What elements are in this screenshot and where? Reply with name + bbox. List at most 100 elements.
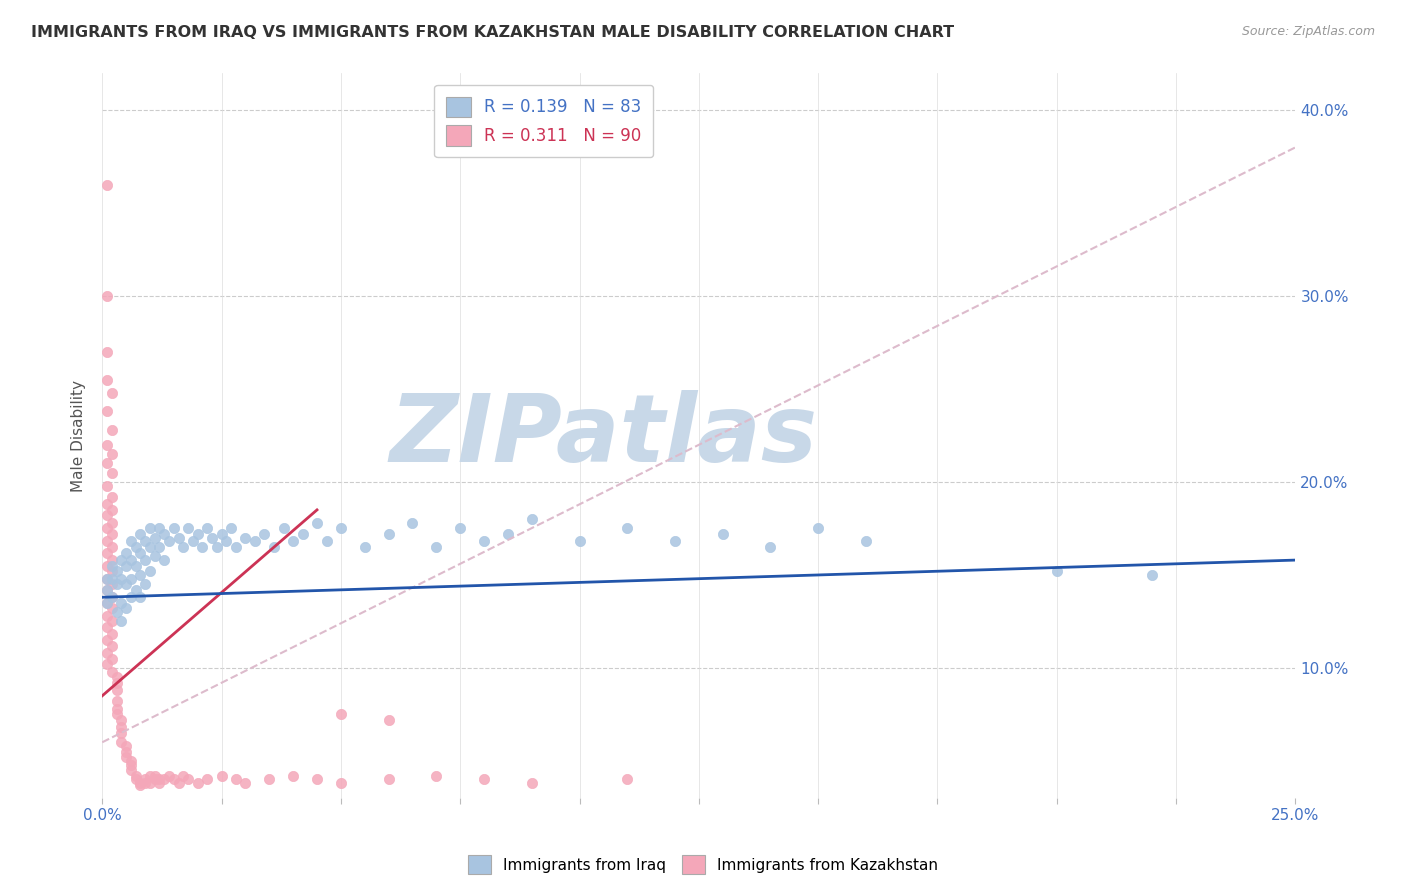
Point xyxy=(148,776,170,790)
Point xyxy=(105,702,128,716)
Point xyxy=(263,540,285,554)
Point xyxy=(235,531,257,545)
Point xyxy=(472,772,495,787)
Point xyxy=(315,534,337,549)
Point xyxy=(120,757,142,772)
Point xyxy=(329,521,352,535)
Point xyxy=(225,540,247,554)
Point xyxy=(96,404,118,418)
Point xyxy=(177,772,200,787)
Point xyxy=(377,527,399,541)
Point xyxy=(172,540,194,554)
Point xyxy=(120,534,142,549)
Point xyxy=(855,534,877,549)
Point xyxy=(96,572,118,586)
Point xyxy=(148,772,170,787)
Point xyxy=(139,564,162,578)
Point xyxy=(100,527,122,541)
Point xyxy=(96,646,118,660)
Point xyxy=(235,776,257,790)
Point xyxy=(281,534,304,549)
Point xyxy=(472,534,495,549)
Point xyxy=(243,534,266,549)
Point xyxy=(96,344,118,359)
Point xyxy=(96,608,118,623)
Point xyxy=(425,769,447,783)
Point xyxy=(664,534,686,549)
Point xyxy=(100,564,122,578)
Point xyxy=(195,521,218,535)
Point xyxy=(129,546,152,560)
Point xyxy=(110,572,132,586)
Point xyxy=(181,534,204,549)
Point xyxy=(100,423,122,437)
Point xyxy=(143,772,166,787)
Point xyxy=(124,769,146,783)
Point xyxy=(759,540,782,554)
Point xyxy=(110,615,132,629)
Point xyxy=(157,769,180,783)
Point xyxy=(215,534,238,549)
Point xyxy=(163,521,186,535)
Point xyxy=(100,601,122,615)
Point xyxy=(110,720,132,734)
Point xyxy=(616,772,638,787)
Point xyxy=(105,564,128,578)
Point xyxy=(100,490,122,504)
Point xyxy=(143,531,166,545)
Point xyxy=(96,582,118,597)
Point xyxy=(139,521,162,535)
Text: ZIPatlas: ZIPatlas xyxy=(389,390,817,482)
Text: IMMIGRANTS FROM IRAQ VS IMMIGRANTS FROM KAZAKHSTAN MALE DISABILITY CORRELATION C: IMMIGRANTS FROM IRAQ VS IMMIGRANTS FROM … xyxy=(31,25,955,40)
Legend: Immigrants from Iraq, Immigrants from Kazakhstan: Immigrants from Iraq, Immigrants from Ka… xyxy=(463,849,943,880)
Point xyxy=(115,546,138,560)
Point xyxy=(115,577,138,591)
Point xyxy=(96,479,118,493)
Point xyxy=(143,769,166,783)
Point xyxy=(100,447,122,461)
Point xyxy=(100,615,122,629)
Point xyxy=(120,591,142,605)
Point xyxy=(195,772,218,787)
Point xyxy=(100,553,122,567)
Point xyxy=(115,558,138,573)
Point xyxy=(377,713,399,727)
Point xyxy=(100,466,122,480)
Point xyxy=(115,601,138,615)
Point xyxy=(120,572,142,586)
Point xyxy=(105,670,128,684)
Point xyxy=(353,540,375,554)
Point xyxy=(273,521,295,535)
Point xyxy=(96,289,118,303)
Point xyxy=(100,503,122,517)
Point xyxy=(96,558,118,573)
Point xyxy=(120,754,142,768)
Point xyxy=(157,534,180,549)
Point xyxy=(172,769,194,783)
Point xyxy=(281,769,304,783)
Point xyxy=(187,776,209,790)
Point xyxy=(205,540,228,554)
Point xyxy=(105,683,128,698)
Point xyxy=(105,694,128,708)
Point xyxy=(134,772,156,787)
Point xyxy=(110,726,132,740)
Point xyxy=(1142,568,1164,582)
Point xyxy=(100,639,122,653)
Point xyxy=(110,735,132,749)
Point xyxy=(253,527,276,541)
Point xyxy=(291,527,314,541)
Point xyxy=(568,534,591,549)
Point xyxy=(425,540,447,554)
Point xyxy=(96,582,118,597)
Point xyxy=(96,373,118,387)
Point xyxy=(129,591,152,605)
Point xyxy=(129,776,152,790)
Point xyxy=(1046,564,1069,578)
Point xyxy=(329,707,352,722)
Point xyxy=(115,750,138,764)
Point xyxy=(120,763,142,777)
Point xyxy=(153,553,176,567)
Y-axis label: Male Disability: Male Disability xyxy=(72,379,86,491)
Point xyxy=(187,527,209,541)
